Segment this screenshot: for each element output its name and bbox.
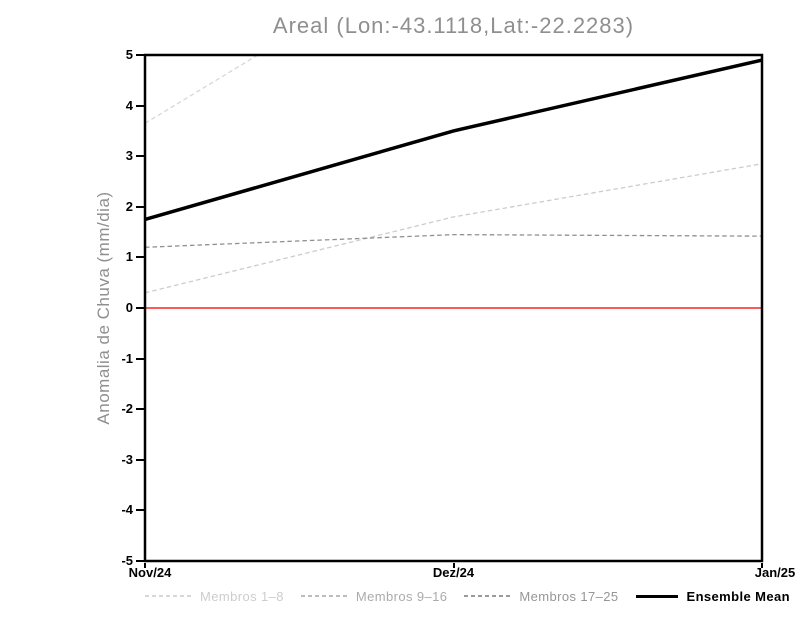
legend: Membros 1–8 Membros 9–16 Membros 17–25 Ense… (145, 588, 790, 604)
y-tick-mark (136, 155, 145, 158)
series-line-membros-1-8 (145, 55, 260, 124)
series-line-membros-17-25 (145, 233, 762, 248)
x-tick-mark (761, 563, 763, 568)
legend-label: Membros 1–8 (200, 588, 284, 604)
y-tick-label: -4 (121, 502, 133, 518)
legend-line-sample (464, 595, 511, 597)
series-lines (145, 55, 762, 309)
y-tick-mark (136, 408, 145, 411)
y-tick-label: -3 (121, 451, 133, 467)
y-tick-label: -1 (121, 350, 133, 366)
legend-line-sample (635, 594, 678, 598)
y-tick-mark (136, 458, 145, 461)
legend-item-membros-9-16: Membros 9–16 (300, 588, 448, 604)
legend-line-sample (145, 595, 191, 597)
legend-item-ensemble-mean: Ensemble Mean (635, 588, 790, 604)
y-tick-label: 0 (125, 300, 133, 315)
y-tick-label: -2 (121, 401, 133, 417)
y-tick-label: 4 (125, 97, 133, 113)
x-tick-label-dez-24: Dez/24 (432, 565, 475, 580)
legend-line-sample (300, 595, 347, 597)
plot-frame (143, 53, 764, 563)
legend-label: Membros 9–16 (355, 588, 448, 604)
legend-item-membros-17-25: Membros 17–25 (464, 589, 618, 604)
x-tick-label-jan-25: Jan/25 (754, 565, 796, 580)
y-tick-mark (136, 54, 145, 56)
x-tick-mark (144, 563, 146, 568)
page-title: Areal (Lon:-43.1118,Lat:-22.2283) (272, 13, 635, 38)
legend-label: Membros 17–25 (519, 588, 619, 604)
y-tick-label: 5 (125, 47, 133, 62)
y-tick-mark (136, 357, 145, 360)
series-line-ensemble-mean (145, 58, 762, 222)
y-tick-mark (136, 307, 145, 309)
y-tick-mark (136, 104, 145, 107)
y-tick-mark (136, 256, 145, 259)
y-tick-label: 1 (125, 249, 133, 265)
series-line-membros-9-16 (145, 163, 762, 294)
y-tick-label: -5 (121, 553, 133, 568)
x-tick-mark (452, 563, 455, 568)
y-tick-label: 2 (125, 198, 133, 214)
y-tick-mark (136, 509, 145, 512)
legend-label: Ensemble Mean (686, 588, 790, 604)
y-tick-label: 3 (125, 148, 133, 164)
y-tick-mark (136, 560, 145, 562)
x-tick-label-nov-24: Nov/24 (128, 565, 172, 580)
y-tick-mark (136, 205, 145, 208)
legend-item-membros-1-8: Membros 1–8 (145, 589, 284, 604)
